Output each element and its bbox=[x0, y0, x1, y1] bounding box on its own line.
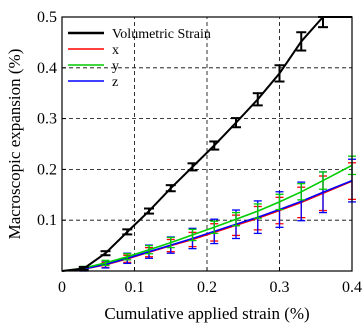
error-bar bbox=[145, 244, 153, 255]
x-tick-label: 0.4 bbox=[342, 279, 362, 296]
error-bar bbox=[210, 220, 219, 235]
series-layer bbox=[61, 16, 356, 272]
error-bar bbox=[187, 162, 198, 172]
error-bar bbox=[122, 228, 133, 236]
series-line bbox=[61, 179, 353, 272]
error-bar bbox=[252, 92, 263, 107]
error-bar bbox=[188, 228, 197, 242]
x-axis-label: Cumulative applied strain (%) bbox=[104, 304, 309, 323]
legend-label: Volumetric Strain bbox=[112, 27, 211, 42]
error-bar bbox=[296, 31, 307, 52]
axis-ticks: 0 0.1 0.2 0.3 0.4 0.1 0.2 0.3 0.4 0.5 bbox=[37, 9, 362, 296]
error-bar bbox=[100, 250, 111, 257]
error-bar bbox=[232, 211, 240, 227]
x-tick-label: 0 bbox=[58, 279, 66, 296]
error-bar bbox=[123, 253, 132, 261]
series-y bbox=[61, 155, 356, 272]
error-bar bbox=[101, 259, 110, 267]
legend-label: z bbox=[112, 75, 118, 90]
error-bar bbox=[274, 64, 285, 83]
series-line bbox=[61, 16, 352, 272]
error-bar bbox=[144, 207, 154, 215]
error-bar bbox=[275, 193, 284, 211]
error-bar bbox=[253, 203, 262, 219]
y-axis-label: Macroscopic expansion (%) bbox=[5, 49, 24, 240]
series-volumetric-strain bbox=[61, 16, 352, 272]
error-bar bbox=[319, 171, 327, 190]
error-bar bbox=[231, 117, 241, 129]
y-tick-label: 0.4 bbox=[37, 60, 57, 77]
series-line bbox=[61, 164, 353, 272]
y-tick-label: 0.5 bbox=[37, 9, 57, 26]
error-bar bbox=[165, 184, 176, 193]
y-tick-label: 0.2 bbox=[37, 161, 57, 178]
x-tick-label: 0.2 bbox=[197, 279, 217, 296]
y-tick-label: 0.1 bbox=[37, 212, 57, 229]
y-tick-label: 0.3 bbox=[37, 111, 57, 128]
error-bar bbox=[78, 265, 89, 271]
x-tick-label: 0.3 bbox=[270, 279, 290, 296]
error-bar bbox=[297, 182, 306, 201]
error-bar bbox=[166, 236, 175, 249]
x-tick-label: 0.1 bbox=[125, 279, 145, 296]
legend-label: y bbox=[112, 59, 119, 74]
legend-label: x bbox=[112, 43, 119, 58]
error-bar bbox=[209, 140, 220, 151]
